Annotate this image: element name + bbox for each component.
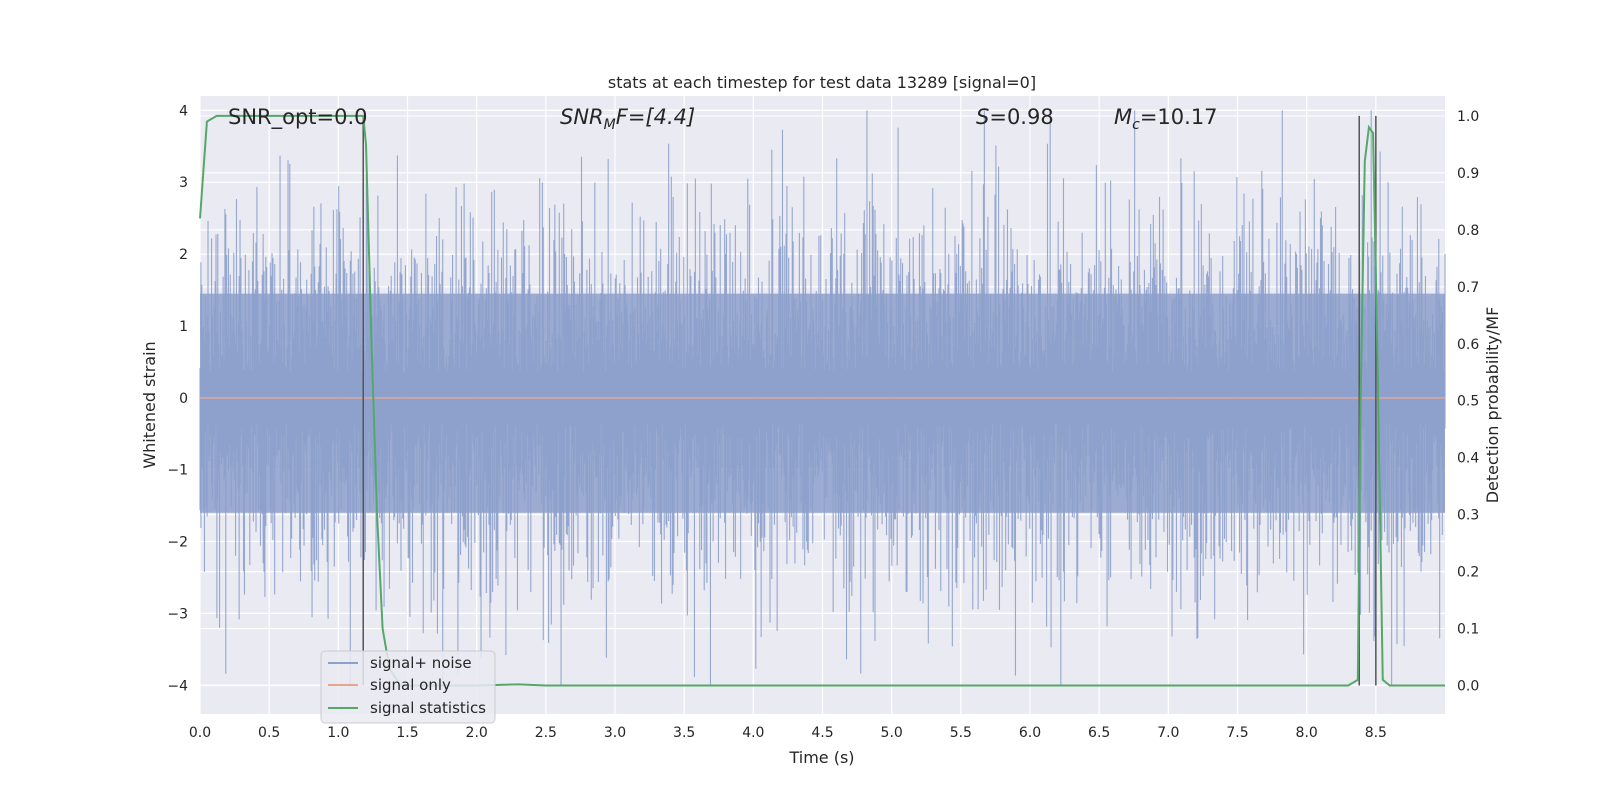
y-tick-label: −1 xyxy=(167,463,188,479)
x-tick-label: 4.0 xyxy=(742,725,764,741)
x-tick-label: 7.5 xyxy=(1226,725,1248,741)
y-tick-label: 4 xyxy=(179,103,188,119)
marks xyxy=(199,114,1445,687)
x-tick-label: 3.0 xyxy=(604,725,626,741)
y2-tick-label: 0.7 xyxy=(1457,280,1479,296)
y2-tick-label: 0.3 xyxy=(1457,508,1479,524)
legend-label-signal-only: signal only xyxy=(370,676,451,694)
snr-mf-annotation: SNRMF=[4.4] xyxy=(560,105,695,133)
x-tick-label: 5.5 xyxy=(950,725,972,741)
s-rest: =0.98 xyxy=(989,105,1053,129)
signal-statistics-line xyxy=(199,114,1445,687)
x-tick-label: 6.0 xyxy=(1019,725,1041,741)
x-tick-label: 2.5 xyxy=(535,725,557,741)
x-tick-label: 5.0 xyxy=(881,725,903,741)
mc-sub: c xyxy=(1132,117,1140,133)
mc-main: M xyxy=(1114,105,1132,129)
legend: signal+ noise signal only signal statist… xyxy=(320,650,496,724)
x-tick-label: 4.5 xyxy=(811,725,833,741)
annotations: SNR_opt=0.0 SNRMF=[4.4] S=0.98 Mc=10.17 xyxy=(228,105,1218,133)
snr-mf-rest: F=[4.4] xyxy=(616,105,695,129)
y2-tick-label: 0.2 xyxy=(1457,565,1479,581)
legend-label-signal-statistics: signal statistics xyxy=(370,699,486,717)
y-tick-label: −3 xyxy=(167,606,188,622)
x-tick-label: 1.5 xyxy=(396,725,418,741)
y-axis-label: Whitened strain xyxy=(140,341,159,468)
legend-box xyxy=(320,650,496,724)
y2-tick-label: 0.9 xyxy=(1457,166,1479,182)
x-tick-label: 6.5 xyxy=(1088,725,1110,741)
chart-title: stats at each timestep for test data 132… xyxy=(608,73,1036,92)
s-main: S xyxy=(976,105,989,129)
y-tick-label: 2 xyxy=(179,247,188,263)
x-tick-label: 8.0 xyxy=(1296,725,1318,741)
snr-mf-sub: M xyxy=(604,117,616,133)
x-tick-label: 0.0 xyxy=(189,725,211,741)
mc-annotation: Mc=10.17 xyxy=(1114,105,1218,133)
axes: 0.0 0.5 1.0 1.5 2.0 2.5 3.0 3.5 4.0 4.5 5.0 5.5 6.0 6… xyxy=(167,103,1479,741)
y-tick-label: 3 xyxy=(179,175,188,191)
x-tick-label: 2.0 xyxy=(466,725,488,741)
noise-series xyxy=(199,110,1446,686)
x-tick-label: 1.0 xyxy=(327,725,349,741)
x-axis-label: Time (s) xyxy=(788,748,854,767)
y-tick-label: −4 xyxy=(167,678,188,694)
y2-tick-label: 1.0 xyxy=(1457,109,1479,125)
y2-tick-label: 0.4 xyxy=(1457,451,1479,467)
y2-tick-label: 0.6 xyxy=(1457,337,1479,353)
x-tick-label: 3.5 xyxy=(673,725,695,741)
y2-tick-label: 0.8 xyxy=(1457,223,1479,239)
x-tick-label: 7.0 xyxy=(1157,725,1179,741)
snr-mf-main: SNR xyxy=(560,105,604,129)
y2-tick-label: 0.0 xyxy=(1457,679,1479,695)
y2-tick-label: 0.1 xyxy=(1457,622,1479,638)
y2-axis-label: Detection probability/MF xyxy=(1483,307,1502,504)
y-tick-label: 0 xyxy=(179,391,188,407)
legend-label-signal-noise: signal+ noise xyxy=(370,654,472,672)
y-tick-label: 1 xyxy=(179,319,188,335)
x-tick-label: 8.5 xyxy=(1365,725,1387,741)
s-annotation: S=0.98 xyxy=(976,105,1054,129)
snr-opt-annotation: SNR_opt=0.0 xyxy=(228,105,368,130)
y-tick-label: −2 xyxy=(167,535,188,551)
mc-rest: =10.17 xyxy=(1140,105,1218,129)
x-tick-label: 0.5 xyxy=(258,725,280,741)
y2-tick-label: 0.5 xyxy=(1457,394,1479,410)
